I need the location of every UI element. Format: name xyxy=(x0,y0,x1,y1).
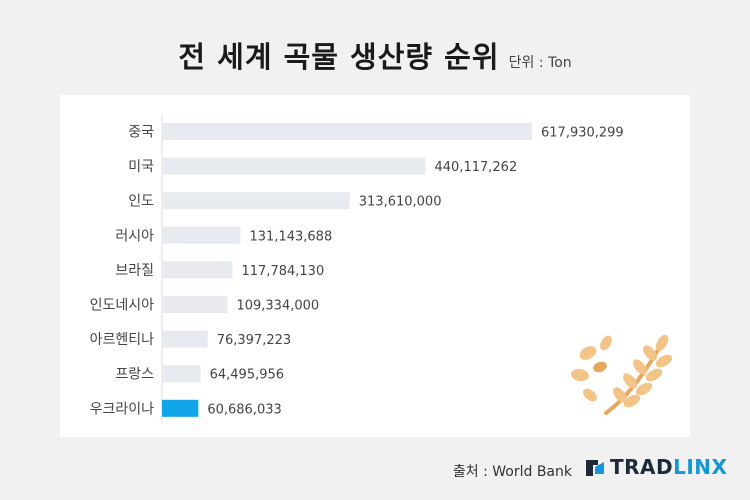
value-label: 117,784,130 xyxy=(242,264,325,279)
bar xyxy=(162,157,426,175)
title-row: 전 세계 곡물 생산량 순위 단위 : Ton xyxy=(0,34,750,76)
value-label: 109,334,000 xyxy=(236,299,319,314)
bar xyxy=(162,123,532,140)
unit-label: 단위 : Ton xyxy=(508,55,572,71)
value-label: 131,143,688 xyxy=(250,229,333,244)
chart-card: 중국 617,930,299 미국 440,117,262 인도 313,610,000 러… xyxy=(60,95,690,437)
category-label: 미국 xyxy=(128,159,154,175)
category-label: 브라질 xyxy=(115,263,154,279)
value-label: 313,610,000 xyxy=(359,195,442,210)
value-label: 440,117,262 xyxy=(435,160,518,175)
bar-chart: 중국 617,930,299 미국 440,117,262 인도 313,610,000 러… xyxy=(90,115,624,423)
brand-name-accent: LINX xyxy=(673,455,728,479)
value-label: 60,686,033 xyxy=(207,402,281,417)
category-label: 우크라이나 xyxy=(90,401,155,417)
bar xyxy=(162,296,228,313)
brand-name-main: TRAD xyxy=(610,455,674,479)
bar xyxy=(162,261,233,279)
category-label: 인도 xyxy=(128,194,154,210)
category-label: 러시아 xyxy=(115,228,154,244)
category-label: 중국 xyxy=(128,125,154,141)
bar xyxy=(162,192,350,210)
brand-name: TRADLINX xyxy=(610,455,727,479)
brand-mark-icon xyxy=(586,460,604,476)
category-label: 인도네시아 xyxy=(90,298,155,314)
brand-logo: TRADLINX xyxy=(584,455,727,479)
value-label: 64,495,956 xyxy=(210,368,284,383)
bar xyxy=(162,226,241,244)
wheat-icon xyxy=(571,334,673,415)
chart-title: 전 세계 곡물 생산량 순위 xyxy=(178,40,500,74)
value-label: 617,930,299 xyxy=(541,126,624,141)
source-credit: 출처 : World Bank xyxy=(452,464,572,480)
bar xyxy=(162,365,201,383)
category-label: 아르헨티나 xyxy=(90,332,155,348)
bar xyxy=(162,399,199,417)
value-label: 76,397,223 xyxy=(217,333,291,348)
bar xyxy=(162,330,208,348)
category-label: 프랑스 xyxy=(115,367,154,383)
